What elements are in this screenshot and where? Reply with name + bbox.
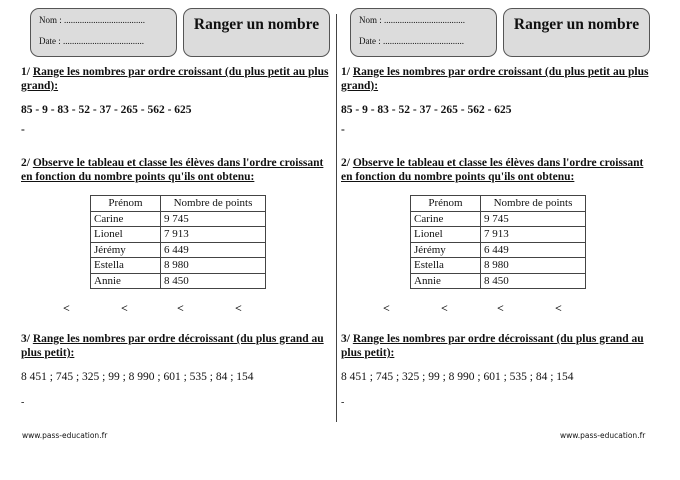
cell-points: 7 913	[480, 226, 586, 243]
exercise3-heading: 3/ Range les nombres par ordre décroissa…	[21, 332, 331, 360]
exercise-instruction: Observe le tableau et classe les élèves …	[21, 157, 324, 183]
column-header: Nombre de points	[480, 195, 586, 212]
column-header: Nombre de points	[160, 195, 266, 212]
exercise-number: 1/	[341, 66, 350, 78]
cell-points: 6 449	[160, 241, 266, 258]
title-box: Ranger un nombre	[183, 8, 330, 57]
name-field: Nom : ..................................…	[359, 15, 466, 25]
less-than-sign: <	[497, 301, 504, 315]
points-table: Prénom Nombre de points Carine 9 745 Lion…	[410, 195, 586, 289]
page-title: Ranger un nombre	[193, 16, 320, 33]
page-title: Ranger un nombre	[513, 16, 640, 33]
cell-name: Lionel	[410, 226, 481, 243]
table-header-row: Prénom Nombre de points	[90, 195, 266, 212]
exercise-number: 3/	[21, 333, 30, 345]
cell-points: 9 745	[160, 210, 266, 227]
answer-line: -	[341, 124, 345, 136]
name-date-box: Nom : ..................................…	[30, 8, 177, 57]
divider-line	[336, 14, 337, 422]
exercise3-numbers: 8 451 ; 745 ; 325 ; 99 ; 8 990 ; 601 ; 5…	[21, 371, 254, 383]
table-row: Estella 8 980	[410, 257, 586, 274]
answer-line: -	[21, 397, 25, 408]
date-field: Date : .................................…	[359, 36, 464, 46]
exercise1-numbers: 85 - 9 - 83 - 52 - 37 - 265 - 562 - 625	[341, 104, 512, 116]
table-row: Jérémy 6 449	[90, 241, 266, 258]
cell-name: Carine	[90, 210, 161, 227]
column-header: Prénom	[90, 195, 161, 212]
table-header-row: Prénom Nombre de points	[410, 195, 586, 212]
exercise-number: 2/	[21, 157, 30, 169]
exercise-instruction: Range les nombres par ordre décroissant …	[21, 333, 324, 359]
cell-name: Estella	[410, 257, 481, 274]
exercise1-numbers: 85 - 9 - 83 - 52 - 37 - 265 - 562 - 625	[21, 104, 192, 116]
exercise-instruction: Range les nombres par ordre croissant (d…	[341, 66, 649, 92]
date-field: Date : .................................…	[39, 36, 144, 46]
exercise-number: 3/	[341, 333, 350, 345]
exercise2-heading: 2/ Observe le tableau et classe les élèv…	[21, 156, 331, 184]
answer-line: -	[341, 397, 345, 408]
worksheet-right: Nom : ..................................…	[320, 0, 660, 480]
less-than-sign: <	[383, 301, 390, 315]
table-row: Estella 8 980	[90, 257, 266, 274]
exercise2-heading: 2/ Observe le tableau et classe les élèv…	[341, 156, 651, 184]
footer-website: www.pass-education.fr	[560, 431, 646, 440]
title-box: Ranger un nombre	[503, 8, 650, 57]
footer-website: www.pass-education.fr	[22, 431, 108, 440]
cell-points: 9 745	[480, 210, 586, 227]
points-table: Prénom Nombre de points Carine 9 745 Lion…	[90, 195, 266, 289]
cell-points: 8 450	[480, 272, 586, 289]
exercise1-heading: 1/ Range les nombres par ordre croissant…	[341, 65, 651, 93]
cell-points: 7 913	[160, 226, 266, 243]
cell-name: Jérémy	[410, 241, 481, 258]
cell-name: Carine	[410, 210, 481, 227]
less-than-sign: <	[121, 301, 128, 315]
cell-points: 8 450	[160, 272, 266, 289]
table-row: Carine 9 745	[410, 210, 586, 227]
cell-name: Estella	[90, 257, 161, 274]
exercise3-heading: 3/ Range les nombres par ordre décroissa…	[341, 332, 651, 360]
less-than-sign: <	[441, 301, 448, 315]
less-than-sign: <	[63, 301, 70, 315]
name-date-box: Nom : ..................................…	[350, 8, 497, 57]
exercise-instruction: Range les nombres par ordre décroissant …	[341, 333, 644, 359]
exercise-number: 1/	[21, 66, 30, 78]
exercise-instruction: Range les nombres par ordre croissant (d…	[21, 66, 329, 92]
exercise-instruction: Observe le tableau et classe les élèves …	[341, 157, 644, 183]
table-row: Carine 9 745	[90, 210, 266, 227]
table-row: Lionel 7 913	[410, 226, 586, 243]
exercise1-heading: 1/ Range les nombres par ordre croissant…	[21, 65, 331, 93]
cell-points: 6 449	[480, 241, 586, 258]
cell-name: Lionel	[90, 226, 161, 243]
worksheet-left: Nom : ..................................…	[21, 8, 331, 440]
exercise3-numbers: 8 451 ; 745 ; 325 ; 99 ; 8 990 ; 601 ; 5…	[341, 371, 574, 383]
less-than-sign: <	[235, 301, 242, 315]
less-than-sign: <	[177, 301, 184, 315]
table-row: Jérémy 6 449	[410, 241, 586, 258]
cell-name: Annie	[410, 272, 481, 289]
answer-line: -	[21, 124, 25, 136]
column-header: Prénom	[410, 195, 481, 212]
table-row: Annie 8 450	[410, 272, 586, 289]
name-field: Nom : ..................................…	[39, 15, 146, 25]
cell-name: Annie	[90, 272, 161, 289]
less-than-sign: <	[555, 301, 562, 315]
cell-name: Jérémy	[90, 241, 161, 258]
table-row: Lionel 7 913	[90, 226, 266, 243]
table-row: Annie 8 450	[90, 272, 266, 289]
exercise-number: 2/	[341, 157, 350, 169]
cell-points: 8 980	[480, 257, 586, 274]
cell-points: 8 980	[160, 257, 266, 274]
